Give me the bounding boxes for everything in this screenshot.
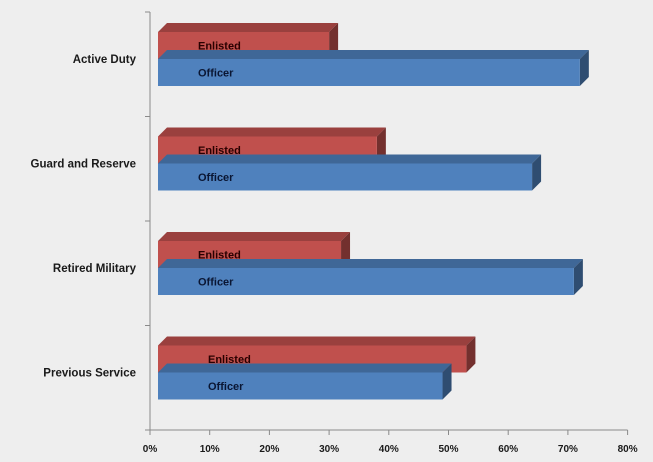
bar-side-face: [532, 154, 542, 191]
x-tick-label: 50%: [438, 444, 458, 455]
bar-top-face: [158, 23, 339, 32]
bar: [158, 372, 443, 400]
x-tick-label: 20%: [259, 444, 279, 455]
bar: [158, 163, 533, 191]
x-tick-label: 10%: [200, 444, 220, 455]
bar-label: Enlisted: [198, 250, 241, 262]
x-tick-label: 60%: [498, 444, 518, 455]
x-tick-label: 80%: [618, 444, 638, 455]
bar: [158, 268, 574, 295]
bar-side-face: [573, 259, 583, 295]
category-label: Previous Service: [43, 368, 136, 380]
x-tick-label: 70%: [558, 444, 578, 455]
bar-top-face: [158, 232, 351, 241]
x-tick-label: 0%: [143, 444, 158, 455]
category-label: Retired Military: [53, 263, 137, 275]
category-label: Active Duty: [73, 54, 137, 66]
bar-label: Officer: [198, 277, 234, 289]
labels-layer: 0% 10% 20% 30% 40% 50% 60% 70% 80% Enlisted Office…: [31, 41, 638, 456]
bar-label: Officer: [198, 172, 234, 184]
axis-layer: [145, 11, 629, 435]
bar-side-face: [442, 363, 452, 400]
bar-label: Enlisted: [198, 41, 241, 53]
category-label: Guard and Reserve: [31, 159, 136, 171]
bar-label: Officer: [208, 381, 244, 393]
bar-top-face: [158, 127, 386, 137]
bar-top-face: [158, 363, 452, 373]
bar-label: Officer: [198, 68, 234, 80]
bar-side-face: [579, 50, 589, 86]
bar: [158, 59, 580, 86]
x-tick-label: 30%: [319, 444, 339, 455]
bar-top-face: [158, 259, 583, 268]
bar-label: Enlisted: [198, 145, 241, 157]
bars-layer: [158, 23, 589, 400]
bar-label: Enlisted: [208, 354, 251, 366]
x-tick-label: 40%: [379, 444, 399, 455]
bar-top-face: [158, 154, 542, 164]
bar-top-face: [158, 50, 589, 59]
bar-side-face: [466, 336, 476, 373]
bar-top-face: [158, 336, 476, 346]
